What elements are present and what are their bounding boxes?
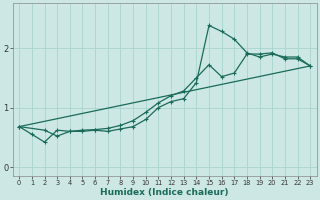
X-axis label: Humidex (Indice chaleur): Humidex (Indice chaleur): [100, 188, 229, 197]
